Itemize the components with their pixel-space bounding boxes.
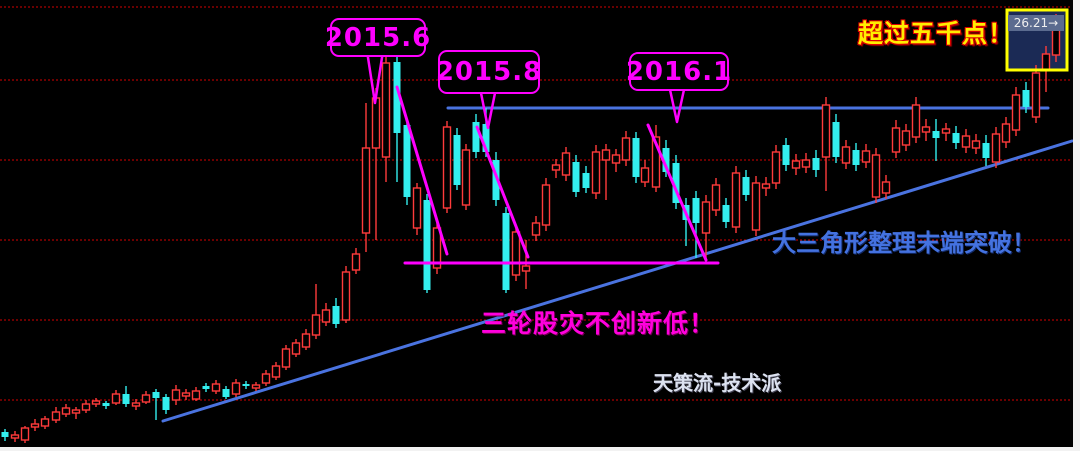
annotation-over-5000-points: 超过五千点！ bbox=[858, 19, 1015, 48]
annotation-three-crashes-no-new-low: 三轮股灾不创新低！ bbox=[481, 309, 716, 338]
window-edge-right bbox=[1073, 0, 1080, 451]
callout-2015-8-label: 2015.8 bbox=[435, 57, 543, 87]
last-price-value: 26.21 bbox=[1013, 16, 1049, 30]
callout-2015-8: 2015.8 bbox=[435, 50, 543, 94]
callout-2016-1-label: 2016.1 bbox=[625, 56, 733, 87]
watermark-tiance-liu: 天策流-技术派 bbox=[653, 371, 782, 395]
callout-2016-1: 2016.1 bbox=[625, 52, 733, 91]
annotation-triangle-breakout: 大三角形整理末端突破！ bbox=[772, 229, 1036, 257]
price-arrow-icon: → bbox=[1048, 16, 1059, 30]
window-edge-bottom bbox=[0, 447, 1080, 451]
callout-2015-6: 2015.6 bbox=[325, 18, 430, 57]
callout-2015-6-label: 2015.6 bbox=[324, 22, 432, 53]
last-price-tag: 26.21 → bbox=[1008, 15, 1064, 31]
